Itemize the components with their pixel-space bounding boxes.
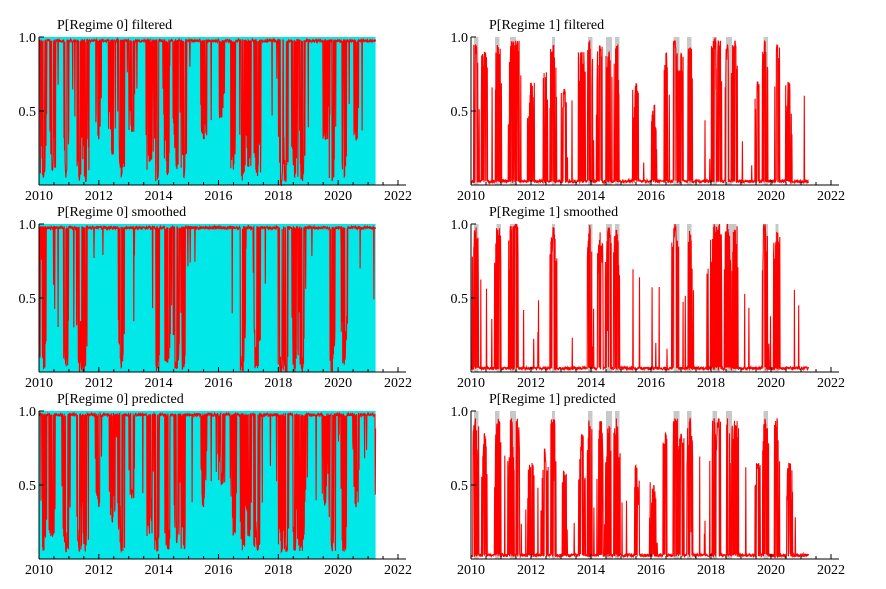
probability-line-r1-smoothed [470, 223, 810, 372]
x-tick-label: 2016 [637, 563, 665, 578]
panel-r0-smoothed: 2010 2012 2014 2016 2018 2020 2022 0.5 1.0 P[Regi… [19, 205, 413, 391]
x-tick-label: 2014 [577, 563, 605, 578]
y-tick-label: 1.0 [451, 218, 469, 233]
regime-shade-band-0 [474, 37, 479, 185]
y-tick-label: 1.0 [19, 405, 37, 420]
x-tick-label: 2020 [757, 189, 785, 204]
x-tick-label: 2016 [205, 189, 233, 204]
probability-line-r0-smoothed [38, 224, 377, 373]
x-tick-label: 2012 [517, 563, 545, 578]
x-tick-label: 2012 [517, 189, 545, 204]
x-tick-label: 2020 [324, 189, 352, 204]
panel-title: P[Regime 1] filtered [489, 18, 604, 33]
probability-line-r0-filtered [38, 37, 377, 187]
y-tick-label: 0.5 [451, 105, 469, 120]
x-tick-label: 2010 [25, 563, 53, 578]
y-tick-label: 0.5 [19, 105, 37, 120]
x-tick-label: 2022 [817, 189, 845, 204]
x-tick-label: 2020 [324, 563, 352, 578]
x-tick-label: 2012 [85, 563, 113, 578]
x-tick-label: 2012 [517, 376, 545, 391]
x-tick-label: 2014 [577, 376, 605, 391]
y-tick-label: 0.5 [19, 292, 37, 307]
y-tick-label: 1.0 [19, 31, 37, 46]
x-tick-label: 2018 [697, 189, 725, 204]
y-tick-label: 0.5 [19, 479, 37, 494]
x-tick-label: 2018 [697, 376, 725, 391]
y-tick-label: 0.5 [451, 479, 469, 494]
regime-shade-band-10 [726, 224, 737, 372]
x-tick-label: 2014 [577, 189, 605, 204]
x-tick-label: 2022 [384, 189, 412, 204]
x-tick-label: 2022 [817, 376, 845, 391]
y-tick-label: 1.0 [19, 218, 37, 233]
x-tick-label: 2022 [817, 563, 845, 578]
x-tick-label: 2020 [757, 563, 785, 578]
x-tick-label: 2010 [25, 189, 53, 204]
x-tick-label: 2016 [637, 189, 665, 204]
x-tick-label: 2018 [264, 189, 292, 204]
probability-line-r1-filtered [470, 37, 810, 185]
regime-shade-band-3 [552, 224, 555, 372]
x-tick-label: 2022 [384, 376, 412, 391]
panel-r0-filtered: 2010 2012 2014 2016 2018 2020 2022 0.5 1.0 P[Regi… [19, 18, 413, 204]
panel-title: P[Regime 0] smoothed [57, 205, 186, 220]
regime-shade-band-0 [39, 224, 376, 372]
panel-title: P[Regime 0] filtered [57, 18, 172, 33]
x-tick-label: 2014 [145, 563, 173, 578]
x-tick-label: 2010 [25, 376, 53, 391]
panel-title: P[Regime 1] smoothed [489, 205, 618, 220]
panel-title: P[Regime 1] predicted [489, 392, 616, 407]
regime-shade-band-10 [726, 37, 732, 185]
x-tick-label: 2020 [324, 376, 352, 391]
x-tick-label: 2016 [637, 376, 665, 391]
panel-title: P[Regime 0] predicted [57, 392, 184, 407]
x-tick-label: 2012 [85, 376, 113, 391]
x-tick-label: 2014 [145, 376, 173, 391]
x-tick-label: 2016 [205, 563, 233, 578]
probability-line-r1-predicted [470, 416, 810, 559]
y-tick-label: 1.0 [451, 405, 469, 420]
regime-shade-band-9 [712, 37, 717, 185]
x-tick-label: 2020 [757, 376, 785, 391]
y-tick-label: 0.5 [451, 292, 469, 307]
x-tick-label: 2014 [145, 189, 173, 204]
x-tick-label: 2010 [457, 189, 485, 204]
panel-r1-filtered: 2010 2012 2014 2016 2018 2020 2022 0.5 1.0 P[Regi… [451, 18, 846, 204]
x-tick-label: 2010 [457, 563, 485, 578]
x-tick-label: 2012 [85, 189, 113, 204]
x-tick-label: 2022 [384, 563, 412, 578]
x-tick-label: 2018 [697, 563, 725, 578]
probability-line-r0-predicted [38, 411, 377, 554]
panel-r0-predicted: 2010 2012 2014 2016 2018 2020 2022 0.5 1.0 P[Regi… [19, 392, 413, 578]
x-tick-label: 2018 [264, 563, 292, 578]
x-tick-label: 2010 [457, 376, 485, 391]
panel-r1-predicted: 2010 2012 2014 2016 2018 2020 2022 0.5 1.0 P[Regi… [451, 392, 846, 578]
y-tick-label: 1.0 [451, 31, 469, 46]
x-tick-label: 2018 [264, 376, 292, 391]
x-tick-label: 2016 [205, 376, 233, 391]
panel-r1-smoothed: 2010 2012 2014 2016 2018 2020 2022 0.5 1.0 P[Regi… [451, 205, 846, 391]
